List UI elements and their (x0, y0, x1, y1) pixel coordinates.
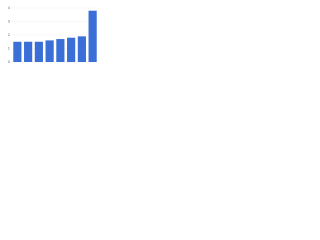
y-tick-label: 2 (8, 32, 11, 37)
page: {"chart_data": {"type": "bar", "categori… (0, 0, 320, 71)
y-tick-label: 3 (8, 19, 11, 24)
bar (34, 41, 43, 62)
bar (88, 10, 97, 62)
bar (67, 37, 76, 62)
bar (13, 41, 22, 62)
y-tick-label: 0 (8, 59, 11, 64)
y-tick-label: 1 (8, 46, 11, 51)
chart: 0 1 2 3 4 (8, 5, 98, 64)
bar (45, 40, 54, 62)
bar (24, 41, 33, 62)
bar (56, 39, 65, 62)
bar (77, 36, 86, 62)
y-tick-label: 4 (8, 5, 11, 10)
